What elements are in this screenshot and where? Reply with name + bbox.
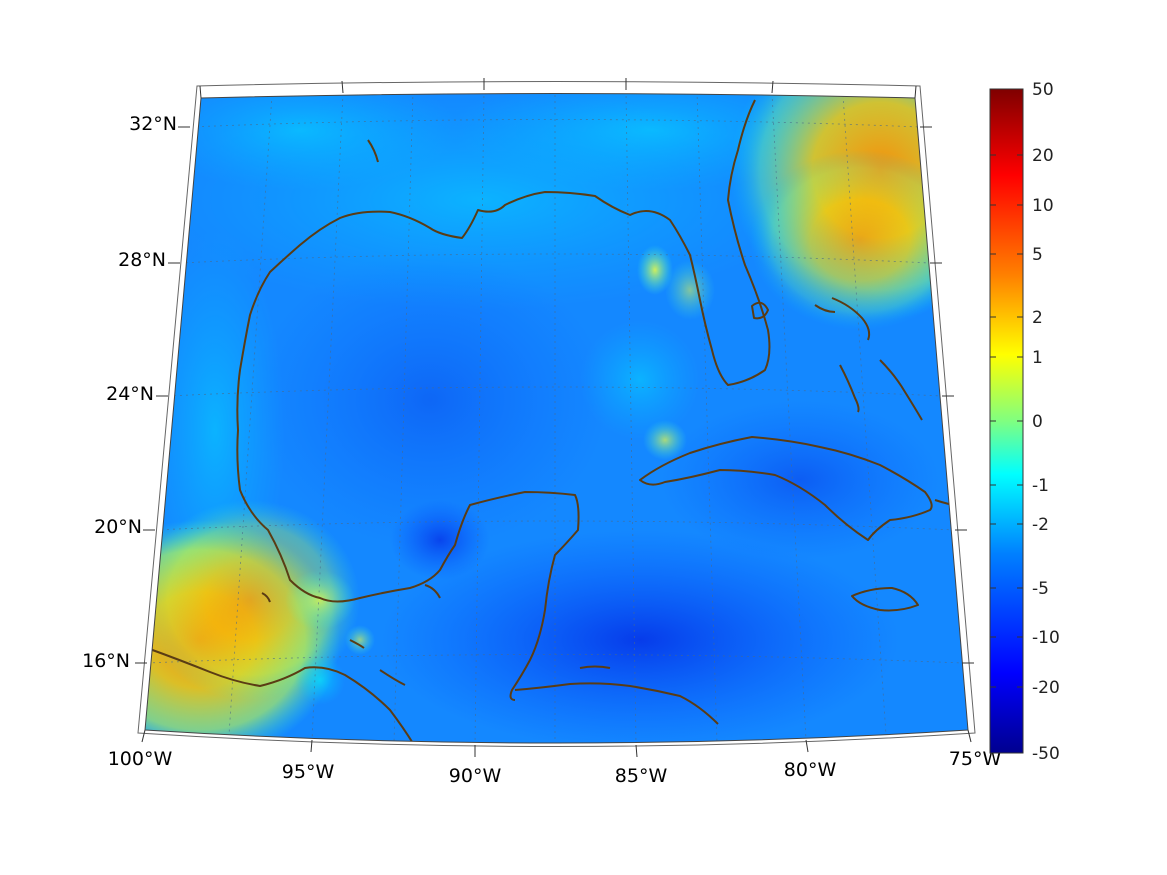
map-frame	[137, 81, 976, 747]
lon-label-75w: 75°W	[949, 748, 1002, 770]
lon-label-100w: 100°W	[108, 748, 173, 770]
colorbar-label-minus50: -50	[1032, 744, 1060, 764]
colorbar-label-0: 0	[1032, 412, 1043, 432]
frame-ticks	[135, 78, 974, 758]
colorbar-label-minus1: -1	[1032, 476, 1049, 496]
colorbar-label-minus5: -5	[1032, 579, 1049, 599]
colorbar: 50 20 10 5 2 1 0 -1 -2 -5 -10 -20 -50	[989, 80, 1060, 764]
colorbar-label-20: 20	[1032, 146, 1054, 166]
colorbar-label-5: 5	[1032, 245, 1043, 265]
lat-label-32n: 32°N	[129, 113, 177, 135]
colorbar-labels: 50 20 10 5 2 1 0 -1 -2 -5 -10 -20 -50	[1032, 80, 1060, 764]
colorbar-label-10: 10	[1032, 196, 1054, 216]
data-field	[145, 93, 968, 743]
lon-label-80w: 80°W	[784, 759, 837, 781]
colorbar-ticks	[990, 88, 1023, 754]
colorbar-label-minus20: -20	[1032, 678, 1060, 698]
lon-label-95w: 95°W	[282, 761, 335, 783]
colorbar-label-1: 1	[1032, 348, 1043, 368]
latitude-labels: 32°N 28°N 24°N 20°N 16°N	[82, 113, 177, 672]
lat-label-16n: 16°N	[82, 650, 130, 672]
lat-label-20n: 20°N	[94, 516, 142, 538]
colorbar-label-50: 50	[1032, 80, 1054, 100]
colorbar-label-minus10: -10	[1032, 628, 1060, 648]
coastline	[146, 99, 968, 743]
lat-label-24n: 24°N	[106, 383, 154, 405]
colorbar-label-minus2: -2	[1032, 515, 1049, 535]
lon-label-85w: 85°W	[615, 765, 668, 787]
lat-label-28n: 28°N	[118, 249, 166, 271]
lon-label-90w: 90°W	[449, 765, 502, 787]
colorbar-label-2: 2	[1032, 308, 1043, 328]
longitude-labels: 100°W 95°W 90°W 85°W 80°W 75°W	[108, 748, 1002, 787]
